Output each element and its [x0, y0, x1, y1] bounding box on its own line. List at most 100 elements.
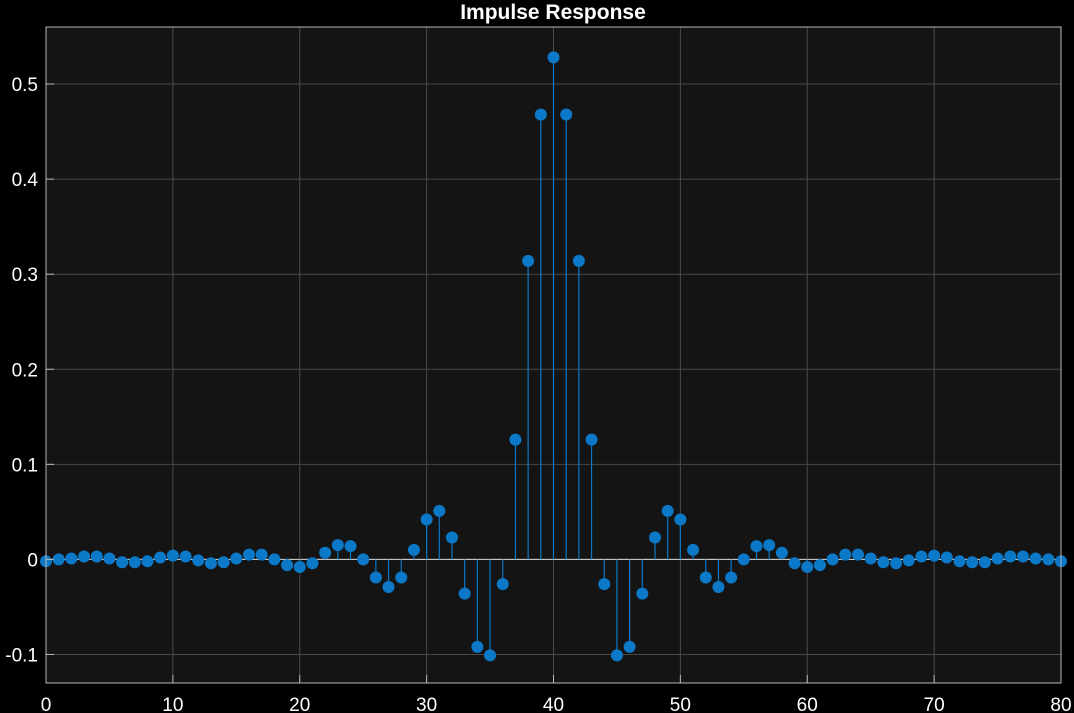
stem-marker [230, 552, 243, 565]
chart-title: Impulse Response [460, 1, 646, 24]
stem-marker [687, 543, 700, 556]
x-tick-label: 10 [162, 695, 183, 713]
stem-marker [78, 550, 91, 563]
stem-marker [268, 553, 281, 566]
stem-marker [864, 552, 877, 565]
stem-marker [775, 546, 788, 559]
stem-marker [65, 552, 78, 565]
stem-marker [877, 556, 890, 569]
stem-marker [369, 571, 382, 584]
stem-marker [52, 553, 65, 566]
y-tick-label: 0.2 [12, 360, 38, 381]
stem-marker [154, 551, 167, 564]
stem-marker [522, 254, 535, 267]
stem-marker [839, 548, 852, 561]
stem-marker [128, 556, 141, 569]
stem-marker [420, 513, 433, 526]
stem-marker [471, 640, 484, 653]
x-tick-label: 30 [416, 695, 437, 713]
stem-marker [915, 550, 928, 563]
stem-marker [496, 578, 509, 591]
stem-marker [357, 553, 370, 566]
stem-marker [344, 540, 357, 553]
stem-marker [966, 556, 979, 569]
stem-marker [534, 108, 547, 121]
stem-marker [458, 587, 471, 600]
stem-marker [928, 549, 941, 562]
x-tick-label: 0 [41, 695, 52, 713]
stem-marker [788, 557, 801, 570]
stem-marker [255, 548, 268, 561]
stem-marker [204, 557, 217, 570]
y-tick-label: 0.4 [12, 170, 39, 191]
stem-marker [763, 539, 776, 552]
stem-marker [179, 550, 192, 563]
stem-marker [890, 557, 903, 570]
x-tick-label: 70 [924, 695, 945, 713]
stem-marker [991, 552, 1004, 565]
x-tick-label: 60 [797, 695, 818, 713]
stem-marker [674, 513, 687, 526]
stem-marker [395, 571, 408, 584]
stem-marker [1029, 552, 1042, 565]
stem-marker [737, 553, 750, 566]
stem-marker [560, 108, 573, 121]
y-tick-label: 0.3 [12, 265, 38, 286]
y-tick-label: 0.1 [12, 455, 38, 476]
stem-marker [623, 640, 636, 653]
stem-marker [103, 552, 116, 565]
stem-marker [331, 539, 344, 552]
stem-marker [572, 254, 585, 267]
stem-marker [852, 548, 864, 561]
stem-marker [750, 540, 763, 553]
stem-marker [116, 556, 129, 569]
stem-marker [699, 571, 712, 584]
stem-marker [598, 578, 611, 591]
y-axis-ticks: -0.1 0 0.1 0.2 0.3 0.4 0.5 [5, 75, 54, 666]
stem-marker [902, 554, 915, 567]
stem-marker [293, 561, 306, 574]
stem-marker [712, 580, 725, 593]
stem-marker [610, 649, 623, 662]
stem-marker [801, 561, 814, 574]
stem-marker [547, 51, 560, 64]
stem-marker [978, 556, 991, 569]
stem-marker [382, 580, 395, 593]
stem-marker [661, 504, 674, 517]
x-axis-ticks: 0 10 20 30 40 50 60 70 80 [41, 675, 1072, 713]
stem-marker [141, 555, 154, 568]
stem-marker [826, 553, 839, 566]
stem-marker [243, 548, 255, 561]
stem-marker [1004, 550, 1017, 563]
stem-marker [725, 571, 738, 584]
stem-marker [433, 504, 446, 517]
y-tick-label: -0.1 [5, 645, 38, 666]
stem-marker [306, 557, 319, 570]
markers [40, 51, 1067, 662]
stem-marker [319, 546, 332, 559]
y-tick-label: 0.5 [12, 75, 38, 96]
stem-marker [166, 549, 179, 562]
stem-marker [509, 433, 522, 446]
stem-marker [940, 551, 953, 564]
stem-marker [1042, 553, 1055, 566]
stem-marker [217, 556, 230, 569]
stem-marker [649, 531, 661, 544]
x-tick-label: 20 [289, 695, 310, 713]
y-tick-label: 0 [27, 550, 38, 571]
stem-marker [636, 587, 649, 600]
x-tick-label: 40 [543, 695, 564, 713]
stem-marker [407, 543, 420, 556]
stem-marker [192, 554, 205, 567]
stem-marker [90, 550, 103, 563]
stem-marker [484, 649, 497, 662]
x-tick-label: 50 [670, 695, 691, 713]
stem-marker [953, 555, 966, 568]
x-tick-label: 80 [1050, 695, 1071, 713]
stem-marker [1016, 550, 1029, 563]
stem-marker [281, 559, 294, 572]
stem-marker [585, 433, 598, 446]
stem-marker [813, 559, 826, 572]
stem-marker [446, 531, 458, 544]
